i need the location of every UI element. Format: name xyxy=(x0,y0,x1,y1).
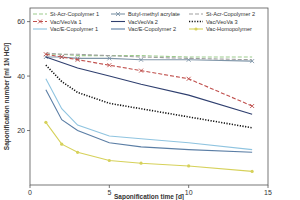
legend-marker xyxy=(116,12,120,16)
legend-label: Vac-Homopolymer xyxy=(206,26,252,32)
x-tick-label: 10 xyxy=(185,189,193,196)
series-line xyxy=(46,54,252,106)
legend-swatch xyxy=(33,13,47,14)
marker xyxy=(60,55,64,59)
marker xyxy=(250,104,254,108)
x-tick xyxy=(268,185,269,188)
y-tick xyxy=(27,21,30,22)
y-tick-label: 40 xyxy=(17,73,25,80)
y-axis-label: Saponification number [ml 1N HCl] xyxy=(3,43,11,150)
y-tick-label: 20 xyxy=(17,127,25,134)
legend-swatch xyxy=(189,13,203,14)
legend-label: Vac/VeoVa 3 xyxy=(206,19,238,25)
legend-label: St-Acr-Copolymer 2 xyxy=(206,11,255,17)
series-line xyxy=(46,65,252,128)
legend-swatch xyxy=(111,21,125,22)
marker xyxy=(187,164,190,167)
x-axis-label: Saponification time [d] xyxy=(114,193,184,200)
marker xyxy=(251,170,254,173)
marker xyxy=(108,159,111,162)
x-tick xyxy=(188,185,189,188)
y-tick xyxy=(27,76,30,77)
legend-label: Butyl-methyl acrylate xyxy=(128,11,180,17)
legend-marker xyxy=(194,27,197,30)
marker xyxy=(44,121,47,124)
x-tick-label: 15 xyxy=(264,189,272,196)
marker xyxy=(107,56,111,60)
x-tick xyxy=(109,185,110,188)
x-tick xyxy=(30,185,31,188)
legend-label: Vac/VeoVa 1 xyxy=(50,19,82,25)
legend-marker xyxy=(38,20,42,24)
legend-label: St-Acr-Copolymer 1 xyxy=(50,11,99,17)
y-tick-label: 60 xyxy=(17,18,25,25)
marker xyxy=(139,162,142,165)
marker xyxy=(76,58,80,62)
legend-swatch xyxy=(111,28,125,29)
series-group xyxy=(44,52,254,173)
legend: St-Acr-Copolymer 1 Butyl-methyl acrylate S… xyxy=(33,11,255,32)
legend-swatch xyxy=(33,28,47,29)
marker xyxy=(107,63,111,67)
series-line xyxy=(46,122,252,171)
legend-label: Vac/E-Copolymer 1 xyxy=(50,26,98,32)
marker xyxy=(76,151,79,154)
marker xyxy=(139,69,143,73)
legend-swatch xyxy=(189,21,203,23)
marker xyxy=(60,143,63,146)
legend-label: Vac/E-Copolymer 2 xyxy=(128,26,176,32)
x-tick-label: 5 xyxy=(107,189,111,196)
marker xyxy=(44,52,48,56)
marker xyxy=(139,58,143,62)
x-tick-label: 0 xyxy=(28,189,32,196)
series-line xyxy=(46,79,252,150)
y-tick xyxy=(27,130,30,131)
series-line xyxy=(46,90,252,153)
legend-label: VacVeoVa 2 xyxy=(128,19,158,25)
chart: 20 40 60 0 5 10 15 Saponification time [d] Sapon… xyxy=(0,0,300,200)
series-line xyxy=(46,57,252,114)
marker xyxy=(187,77,191,81)
plot-frame xyxy=(30,8,268,185)
